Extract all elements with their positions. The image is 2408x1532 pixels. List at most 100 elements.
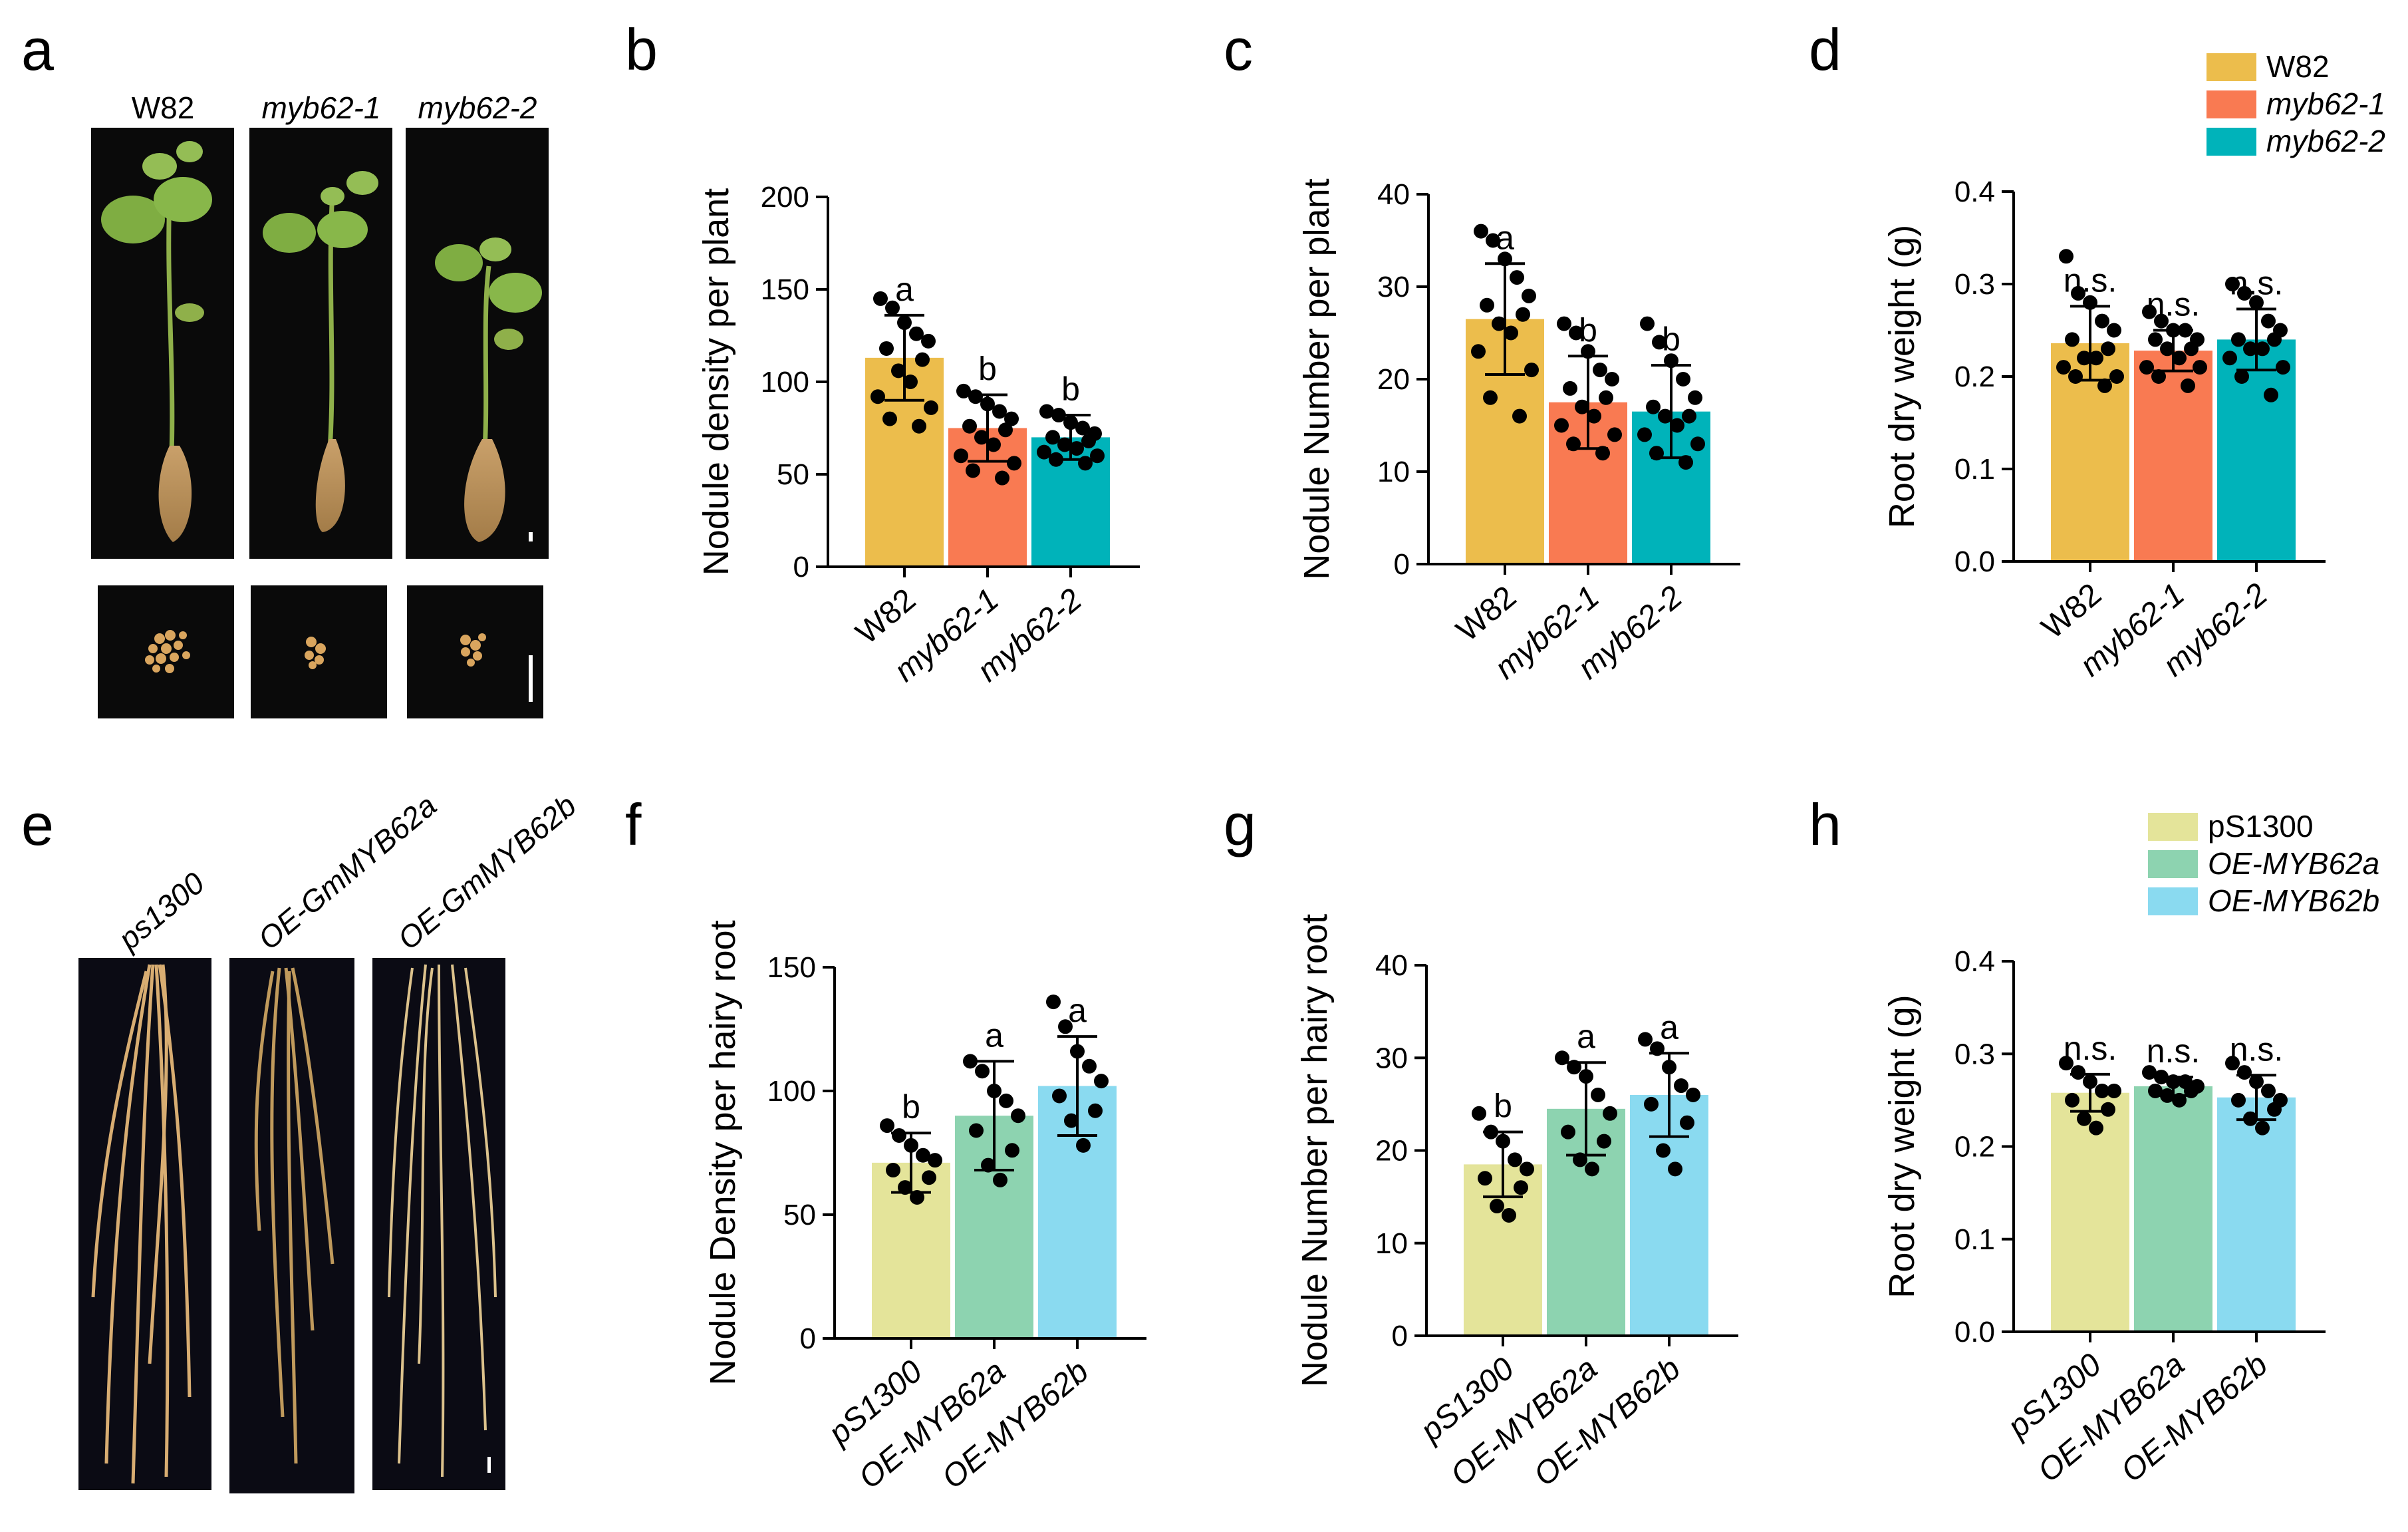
y-tick-label-c-0: 0 xyxy=(1394,548,1410,581)
point-c-1-2 xyxy=(1581,344,1595,359)
point-h-0-2 xyxy=(2083,1074,2097,1090)
point-g-2-2 xyxy=(1662,1060,1676,1075)
point-d-0-2 xyxy=(2083,295,2097,310)
axes-d xyxy=(2002,190,2326,572)
point-b-0-6 xyxy=(915,352,930,367)
significance-label-f-0: b xyxy=(902,1088,920,1126)
point-h-2-6 xyxy=(2267,1102,2282,1117)
point-b-2-2 xyxy=(1063,415,1078,430)
point-d-1-5 xyxy=(2148,332,2163,347)
point-d-0-4 xyxy=(2107,323,2121,338)
point-f-1-7 xyxy=(981,1157,996,1173)
legend-swatch-legend-top-0 xyxy=(2207,53,2256,81)
point-b-0-0 xyxy=(873,291,888,306)
point-c-1-12 xyxy=(1595,446,1610,461)
point-d-2-0 xyxy=(2225,277,2240,291)
y-tick-label-d-2: 0.2 xyxy=(1954,361,1995,393)
significance-label-h-2: n.s. xyxy=(2230,1030,2284,1068)
point-g-1-3 xyxy=(1591,1087,1605,1102)
point-b-0-9 xyxy=(870,389,885,404)
point-g-1-6 xyxy=(1597,1134,1611,1149)
point-f-1-4 xyxy=(1011,1108,1025,1124)
point-d-1-10 xyxy=(2193,360,2207,375)
panel-label-b: b xyxy=(625,17,658,82)
point-g-1-4 xyxy=(1603,1106,1617,1121)
point-g-1-2 xyxy=(1579,1069,1593,1084)
point-h-0-5 xyxy=(2065,1092,2079,1108)
point-f-2-2 xyxy=(1070,1044,1085,1059)
point-d-1-7 xyxy=(2160,341,2175,357)
point-f-1-6 xyxy=(1005,1143,1019,1158)
point-d-0-11 xyxy=(2068,369,2083,384)
point-g-0-7 xyxy=(1490,1199,1504,1214)
point-h-2-8 xyxy=(2255,1120,2270,1136)
y-tick-label-d-3: 0.3 xyxy=(1954,268,1995,301)
point-d-0-9 xyxy=(2056,360,2071,375)
point-d-1-9 xyxy=(2139,360,2154,375)
axes-c xyxy=(1416,193,1740,575)
point-g-0-2 xyxy=(1496,1134,1510,1149)
point-h-0-1 xyxy=(2071,1065,2085,1080)
y-axis-title-h: Root dry weight (g) xyxy=(1882,995,1922,1298)
point-h-1-0 xyxy=(2142,1065,2157,1080)
point-h-0-4 xyxy=(2107,1083,2121,1098)
category-label-b-0: W82 xyxy=(849,582,922,651)
point-c-1-3 xyxy=(1593,363,1607,378)
point-b-1-4 xyxy=(1004,411,1019,426)
significance-label-h-1: n.s. xyxy=(2147,1032,2201,1070)
point-b-2-11 xyxy=(1049,452,1063,467)
point-c-0-10 xyxy=(1524,363,1539,378)
point-f-2-3 xyxy=(1082,1058,1097,1074)
point-c-0-4 xyxy=(1522,288,1536,303)
legend-swatch-legend-top-1 xyxy=(2207,90,2256,118)
point-b-1-7 xyxy=(974,430,989,445)
chart-f-nodule-density-hairy-root: bpS1300aOE-MYB62aaOE-MYB62b050100150Nodu… xyxy=(703,920,1146,1496)
photo-panel-a: W82 myb62-1 myb62-2 xyxy=(91,90,549,718)
y-tick-label-b-1: 50 xyxy=(777,458,809,491)
point-b-2-9 xyxy=(1037,444,1051,460)
point-d-0-1 xyxy=(2071,285,2085,301)
error-bar-f-1 xyxy=(974,1060,1014,1172)
point-c-1-6 xyxy=(1599,390,1613,405)
point-c-1-0 xyxy=(1557,316,1571,331)
point-f-0-2 xyxy=(904,1138,918,1153)
point-d-0-7 xyxy=(2077,351,2091,366)
point-f-2-0 xyxy=(1046,995,1061,1010)
point-d-2-2 xyxy=(2249,295,2264,310)
point-d-1-2 xyxy=(2166,323,2181,338)
y-tick-label-b-4: 200 xyxy=(761,181,809,214)
photo-label-w82: W82 xyxy=(132,90,195,125)
significance-label-g-1: a xyxy=(1577,1018,1595,1055)
legend-swatch-legend-bottom-1 xyxy=(2148,850,2198,878)
point-g-1-0 xyxy=(1555,1050,1569,1066)
point-c-2-6 xyxy=(1682,408,1696,424)
point-h-0-6 xyxy=(2101,1102,2115,1117)
panel-label-e: e xyxy=(21,792,54,857)
point-b-1-2 xyxy=(980,396,995,412)
point-f-0-7 xyxy=(898,1180,912,1195)
panel-label-d: d xyxy=(1809,17,1841,82)
y-tick-label-b-0: 0 xyxy=(793,551,809,583)
point-d-0-10 xyxy=(2109,369,2124,384)
point-b-0-2 xyxy=(897,315,912,331)
point-b-1-6 xyxy=(998,422,1013,438)
legend-label-legend-top-2: myb62-2 xyxy=(2266,124,2385,158)
panel-label-h: h xyxy=(1809,792,1841,857)
point-g-1-7 xyxy=(1573,1152,1587,1167)
y-tick-label-h-4: 0.4 xyxy=(1954,945,1995,978)
point-b-0-3 xyxy=(909,326,924,341)
point-g-2-3 xyxy=(1674,1078,1688,1094)
point-d-2-1 xyxy=(2237,285,2252,301)
photo-label-myb62-2: myb62-2 xyxy=(418,90,537,125)
point-d-1-1 xyxy=(2154,313,2169,329)
point-c-1-4 xyxy=(1605,372,1619,386)
point-h-2-1 xyxy=(2237,1065,2252,1080)
point-c-1-10 xyxy=(1607,427,1622,442)
point-f-1-2 xyxy=(987,1084,1002,1098)
point-h-1-2 xyxy=(2166,1074,2181,1090)
point-b-2-8 xyxy=(1069,441,1084,456)
y-tick-label-c-2: 20 xyxy=(1377,363,1410,396)
y-axis-title-c: Nodule Number per plant xyxy=(1297,178,1337,579)
point-f-0-0 xyxy=(880,1118,894,1134)
legend-swatch-legend-bottom-2 xyxy=(2148,887,2198,915)
